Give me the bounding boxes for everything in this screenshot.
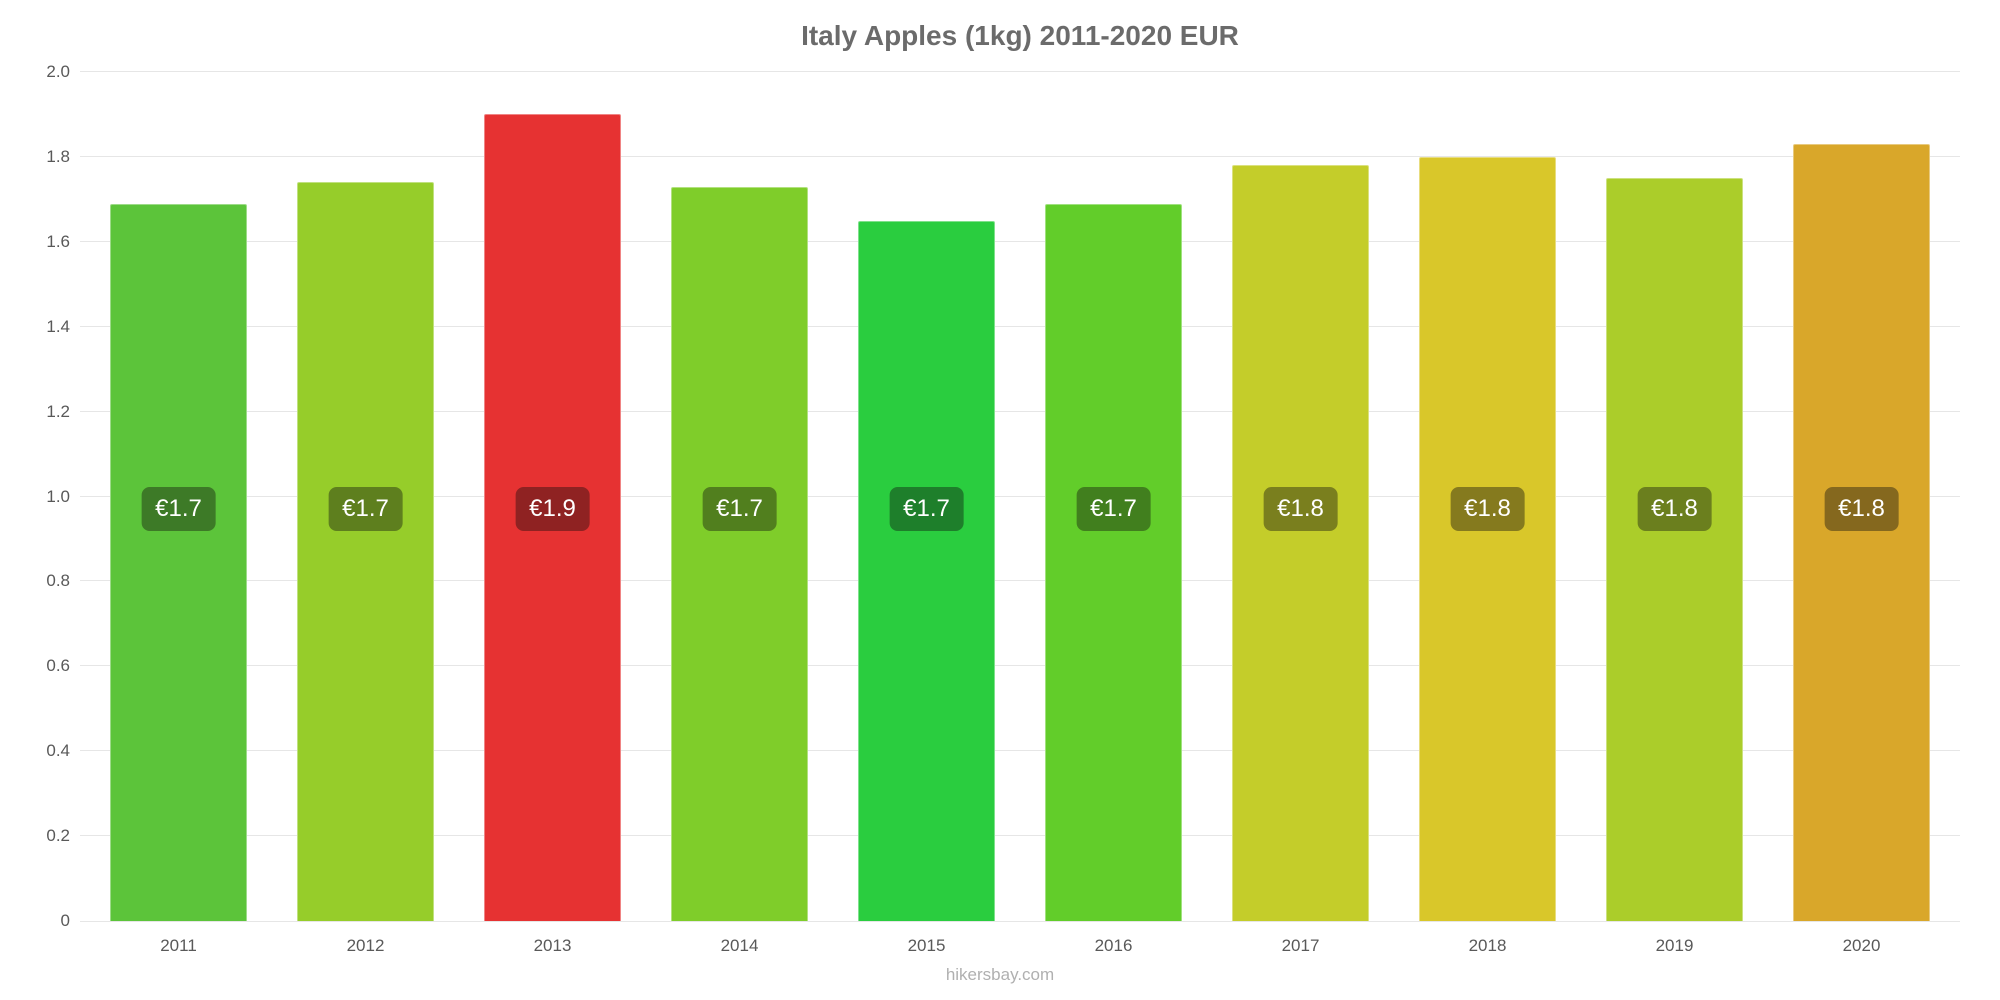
bar <box>1232 165 1369 921</box>
x-tick-label: 2019 <box>1581 936 1768 956</box>
y-tick-label: 1.2 <box>46 402 70 422</box>
x-tick-label: 2012 <box>272 936 459 956</box>
y-tick-label: 1.4 <box>46 317 70 337</box>
bar <box>671 187 808 921</box>
bar-value-label: €1.8 <box>1637 487 1712 531</box>
bar <box>297 182 434 921</box>
bar <box>1793 144 1930 921</box>
bar-value-label: €1.8 <box>1824 487 1899 531</box>
bar-slot: €1.8 <box>1581 72 1768 921</box>
bar-slot: €1.9 <box>459 72 646 921</box>
y-tick-label: 0 <box>61 911 70 931</box>
bar-value-label: €1.7 <box>1076 487 1151 531</box>
bar <box>1419 157 1556 921</box>
x-axis-labels: 2011201220132014201520162017201820192020 <box>80 936 1960 956</box>
bar-value-label: €1.7 <box>702 487 777 531</box>
x-tick-label: 2014 <box>646 936 833 956</box>
y-tick-label: 1.8 <box>46 147 70 167</box>
bar-value-label: €1.7 <box>141 487 216 531</box>
y-tick-label: 2.0 <box>46 62 70 82</box>
bar-slot: €1.8 <box>1207 72 1394 921</box>
x-tick-label: 2017 <box>1207 936 1394 956</box>
bar-value-label: €1.7 <box>889 487 964 531</box>
bar-slot: €1.7 <box>646 72 833 921</box>
bar-slot: €1.7 <box>1020 72 1207 921</box>
bar-slot: €1.7 <box>272 72 459 921</box>
bar <box>110 204 247 921</box>
bar-slot: €1.7 <box>85 72 272 921</box>
bar <box>1606 178 1743 921</box>
bar-value-label: €1.7 <box>328 487 403 531</box>
bars-container: €1.7 €1.7 €1.9 €1.7 €1.7 €1.7 €1.8 €1.8 €1.8 €1.8 <box>80 72 1960 921</box>
bar <box>1045 204 1182 921</box>
x-tick-label: 2018 <box>1394 936 1581 956</box>
y-tick-label: 0.8 <box>46 571 70 591</box>
y-tick-label: 1.6 <box>46 232 70 252</box>
bar-slot: €1.8 <box>1768 72 1955 921</box>
plot-area: 00.20.40.60.81.01.21.41.61.82.0 €1.7€1.7… <box>80 72 1960 922</box>
bar-value-label: €1.8 <box>1263 487 1338 531</box>
y-axis: 00.20.40.60.81.01.21.41.61.82.0 <box>30 72 80 921</box>
y-tick-label: 0.6 <box>46 656 70 676</box>
y-tick-label: 0.2 <box>46 826 70 846</box>
bar <box>858 221 995 921</box>
x-tick-label: 2020 <box>1768 936 1955 956</box>
chart-title: Italy Apples (1kg) 2011-2020 EUR <box>80 20 1960 52</box>
y-tick-label: 1.0 <box>46 487 70 507</box>
bar-slot: €1.7 <box>833 72 1020 921</box>
y-tick-label: 0.4 <box>46 741 70 761</box>
x-tick-label: 2016 <box>1020 936 1207 956</box>
chart-container: Italy Apples (1kg) 2011-2020 EUR 0 0.2 0.4… <box>0 0 2000 1000</box>
bar-value-label: €1.9 <box>515 487 590 531</box>
x-tick-label: 2015 <box>833 936 1020 956</box>
x-tick-label: 2011 <box>85 936 272 956</box>
bar-value-label: €1.8 <box>1450 487 1525 531</box>
x-tick-label: 2013 <box>459 936 646 956</box>
bar-slot: €1.8 <box>1394 72 1581 921</box>
footer-attribution: hikersbay.com <box>0 965 2000 985</box>
